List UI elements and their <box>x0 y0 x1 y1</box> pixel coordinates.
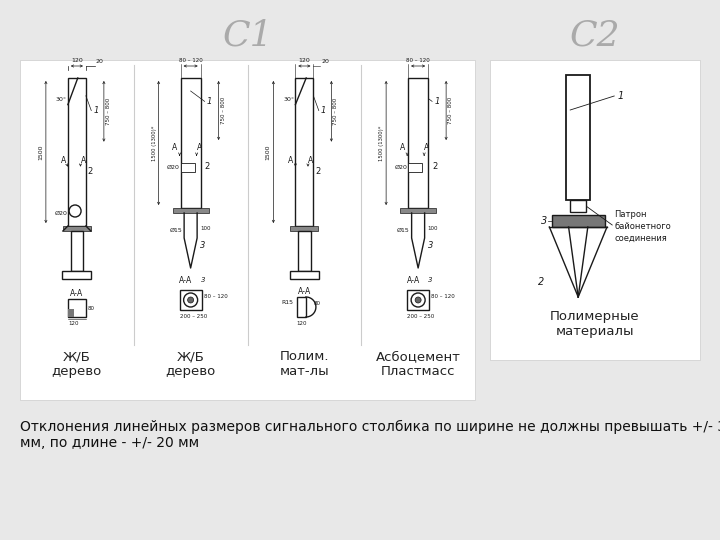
Text: Ø20: Ø20 <box>395 165 407 170</box>
Bar <box>408 163 422 172</box>
Bar <box>173 208 209 213</box>
Text: 3: 3 <box>428 277 433 283</box>
Text: 20: 20 <box>96 59 104 64</box>
Text: 120: 120 <box>297 321 307 326</box>
Text: А-А: А-А <box>298 287 311 296</box>
Text: 3: 3 <box>201 277 205 283</box>
Text: 20: 20 <box>321 59 329 64</box>
Text: 120: 120 <box>68 321 78 326</box>
Text: Асбоцемент
Пластмасс: Асбоцемент Пластмасс <box>376 350 461 378</box>
Text: 80: 80 <box>314 301 321 306</box>
Text: Патрон
байонетного
соединения: Патрон байонетного соединения <box>614 210 671 242</box>
Bar <box>181 78 201 208</box>
Text: A: A <box>172 143 178 152</box>
Circle shape <box>415 297 421 303</box>
Text: 750 – 800: 750 – 800 <box>106 98 111 125</box>
Bar <box>290 271 319 279</box>
Text: A: A <box>81 156 86 165</box>
Text: A: A <box>197 143 202 152</box>
Text: 1500: 1500 <box>266 144 271 160</box>
Text: 80 – 120: 80 – 120 <box>431 294 455 299</box>
Bar <box>407 290 429 310</box>
Text: 30°: 30° <box>56 97 67 102</box>
Bar <box>63 271 91 279</box>
Text: Ø20: Ø20 <box>54 211 67 215</box>
Bar <box>490 60 700 360</box>
Text: 200 – 250: 200 – 250 <box>407 314 434 319</box>
Bar <box>408 78 428 208</box>
Text: 3: 3 <box>200 241 205 251</box>
Text: 750 – 800: 750 – 800 <box>333 98 338 125</box>
Bar <box>68 299 86 317</box>
Text: 80 – 120: 80 – 120 <box>204 294 228 299</box>
Bar <box>298 231 310 271</box>
Text: A: A <box>60 156 66 165</box>
Text: 1500 (1300)*: 1500 (1300)* <box>152 125 157 161</box>
Text: 1: 1 <box>434 97 439 106</box>
Bar <box>400 208 436 213</box>
Text: 200 – 250: 200 – 250 <box>179 314 207 319</box>
Text: 1500 (1300)*: 1500 (1300)* <box>379 125 384 161</box>
Text: 3: 3 <box>541 216 546 226</box>
Text: 750 – 800: 750 – 800 <box>220 97 225 124</box>
Text: A: A <box>424 143 429 152</box>
Text: 1: 1 <box>207 97 212 106</box>
Text: 1: 1 <box>617 91 624 101</box>
Bar <box>68 309 74 317</box>
Text: 1: 1 <box>94 106 99 115</box>
Text: А-А: А-А <box>407 276 420 285</box>
Text: 30°: 30° <box>284 97 294 102</box>
Text: A: A <box>400 143 405 152</box>
Text: C2: C2 <box>570 18 621 52</box>
Text: 2: 2 <box>315 167 320 176</box>
Bar <box>71 231 84 271</box>
Text: R15: R15 <box>282 300 294 306</box>
Bar <box>181 163 194 172</box>
Text: 100: 100 <box>200 226 211 231</box>
Bar <box>20 60 475 400</box>
Text: 80 – 120: 80 – 120 <box>179 58 202 63</box>
Text: Полим.
мат-лы: Полим. мат-лы <box>279 350 329 378</box>
Text: 2: 2 <box>538 277 544 287</box>
Text: А-А: А-А <box>179 276 192 285</box>
Bar <box>566 75 590 200</box>
Text: 1: 1 <box>321 106 326 115</box>
Text: 80 – 120: 80 – 120 <box>406 58 430 63</box>
Bar <box>570 200 586 212</box>
Text: Ж/Б
дерево: Ж/Б дерево <box>166 350 216 378</box>
Text: 120: 120 <box>299 58 310 63</box>
Text: 1500: 1500 <box>38 144 43 160</box>
Text: А-А: А-А <box>71 289 84 298</box>
Text: C1: C1 <box>222 18 274 52</box>
Text: 120: 120 <box>71 58 83 63</box>
Text: 2: 2 <box>88 167 93 176</box>
Circle shape <box>188 297 194 303</box>
Text: 2: 2 <box>204 162 210 171</box>
Text: Полимерные
материалы: Полимерные материалы <box>550 310 640 338</box>
Text: 80: 80 <box>88 306 95 310</box>
Text: 750 – 800: 750 – 800 <box>448 97 453 124</box>
Bar <box>295 78 313 226</box>
Text: A: A <box>288 156 293 165</box>
Text: Ø15: Ø15 <box>397 227 410 233</box>
Text: Ж/Б
дерево: Ж/Б дерево <box>52 350 102 378</box>
Bar <box>552 215 605 227</box>
Text: Ø15: Ø15 <box>169 227 182 233</box>
Text: Ø20: Ø20 <box>167 165 179 170</box>
Text: 100: 100 <box>428 226 438 231</box>
Bar <box>290 226 318 231</box>
Bar <box>63 226 91 231</box>
Text: 2: 2 <box>432 162 437 171</box>
Bar <box>68 78 86 226</box>
Bar <box>297 297 306 317</box>
Bar <box>179 290 202 310</box>
Text: A: A <box>308 156 313 165</box>
Text: Отклонения линейных размеров сигнального столбика по ширине не должны превышать : Отклонения линейных размеров сигнального… <box>20 420 720 450</box>
Text: 3: 3 <box>428 241 433 251</box>
